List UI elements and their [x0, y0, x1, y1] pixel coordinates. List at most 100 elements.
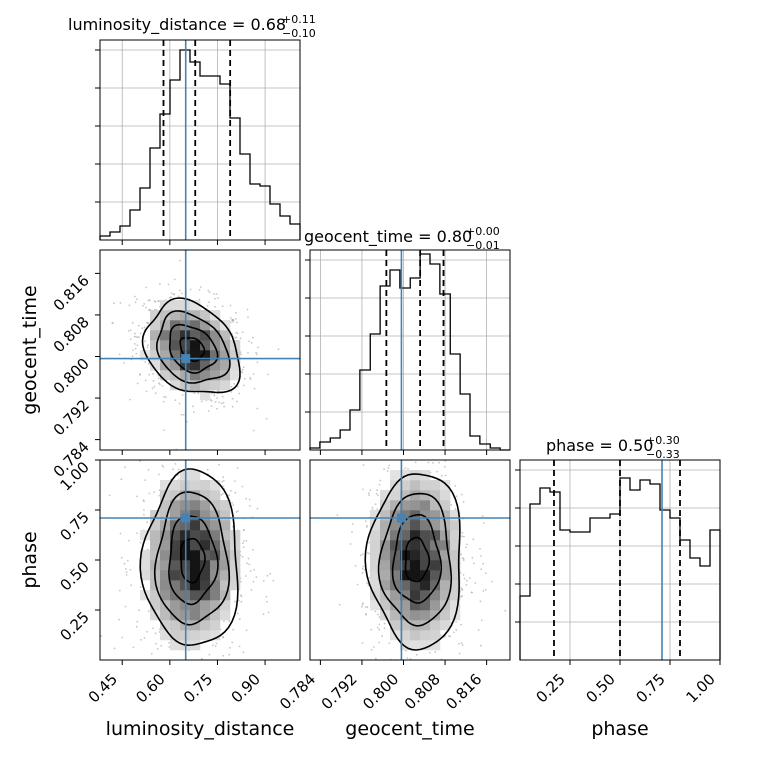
density-cell [410, 500, 421, 511]
density-cell [170, 490, 181, 501]
sample-point [460, 553, 462, 556]
sample-point [159, 383, 161, 386]
sample-point [388, 642, 391, 644]
density-cell [370, 510, 381, 521]
sample-point [388, 464, 390, 467]
sample-point [135, 352, 138, 355]
sample-point [431, 665, 433, 667]
sample-point [100, 635, 103, 637]
density-cell [210, 580, 221, 591]
density-cell [170, 620, 181, 631]
sample-point [361, 571, 364, 574]
sample-point [382, 457, 384, 459]
sample-point [247, 352, 249, 354]
density-cell [170, 550, 181, 561]
sample-point [159, 283, 161, 286]
density-cell [190, 490, 201, 501]
sample-point [404, 467, 407, 469]
sample-point [124, 466, 126, 469]
density-cell [160, 580, 171, 591]
density-cell [420, 480, 431, 491]
sample-point [99, 453, 101, 455]
sample-point [137, 324, 140, 327]
sample-point [474, 582, 477, 584]
sample-point [242, 384, 245, 387]
sample-point [482, 562, 485, 565]
sample-point [141, 305, 144, 307]
sample-point [361, 603, 364, 606]
sample-point [182, 667, 184, 669]
sample-point [277, 348, 280, 351]
density-cell [420, 530, 431, 541]
density-cell [210, 370, 221, 381]
sample-point [139, 373, 141, 376]
sample-point [145, 670, 147, 672]
density-cell [220, 550, 231, 561]
sample-point [471, 556, 474, 559]
density-cell [190, 470, 201, 481]
density-cell [200, 630, 211, 641]
sample-point [152, 379, 155, 382]
density-cell [190, 500, 201, 511]
sample-point [235, 331, 238, 334]
density-cell [400, 640, 411, 651]
sample-point [267, 373, 269, 376]
sample-point [143, 637, 146, 639]
sample-point [168, 646, 171, 648]
sample-point [379, 666, 381, 668]
density-cell [420, 630, 431, 641]
sample-point [387, 467, 390, 469]
sample-point [455, 495, 458, 498]
density-cell [200, 340, 211, 351]
contour-level-2 [155, 310, 231, 384]
sample-point [192, 405, 194, 408]
sample-point [272, 579, 275, 582]
sample-point [174, 696, 176, 698]
panel-phase-vs-luminosity-distance [99, 452, 301, 698]
sample-point [473, 562, 475, 565]
hist-luminosity-distance-frame [99, 39, 301, 241]
density-cell [170, 510, 181, 521]
sample-point [246, 308, 249, 311]
sample-point [462, 557, 465, 560]
sample-point [167, 452, 169, 454]
sample-point [231, 397, 234, 400]
density-cell [190, 340, 201, 351]
density-cell [150, 540, 161, 551]
sample-point [142, 499, 145, 502]
density-cell [170, 360, 181, 371]
contour-level-0 [180, 537, 206, 584]
density-cell [230, 580, 241, 591]
sample-point [231, 405, 234, 408]
sample-point [113, 647, 116, 650]
density-cell [390, 530, 401, 541]
sample-point [174, 463, 177, 465]
density-cell [440, 530, 451, 541]
sample-point [146, 630, 149, 633]
density-cell [410, 490, 421, 501]
density-cell [220, 500, 231, 511]
sample-point [366, 526, 368, 528]
density-cell [430, 530, 441, 541]
sample-point [222, 476, 225, 479]
density-cell [420, 600, 431, 611]
sample-point [131, 322, 134, 324]
sample-point [479, 644, 482, 647]
sample-point [228, 494, 231, 497]
sample-point [154, 301, 157, 303]
sample-point [161, 385, 164, 387]
density-cell [150, 320, 161, 331]
sample-point [460, 642, 463, 644]
density-cell [420, 490, 431, 501]
sample-point [375, 492, 378, 495]
sample-point [444, 474, 447, 477]
sample-point [381, 635, 383, 638]
sample-point [434, 651, 437, 653]
density-cell [160, 310, 171, 321]
density-cell [410, 540, 421, 551]
density-cell [450, 530, 461, 541]
sample-point [170, 664, 172, 666]
sample-point [221, 480, 224, 483]
density-cell [430, 610, 441, 621]
sample-point [458, 642, 460, 645]
